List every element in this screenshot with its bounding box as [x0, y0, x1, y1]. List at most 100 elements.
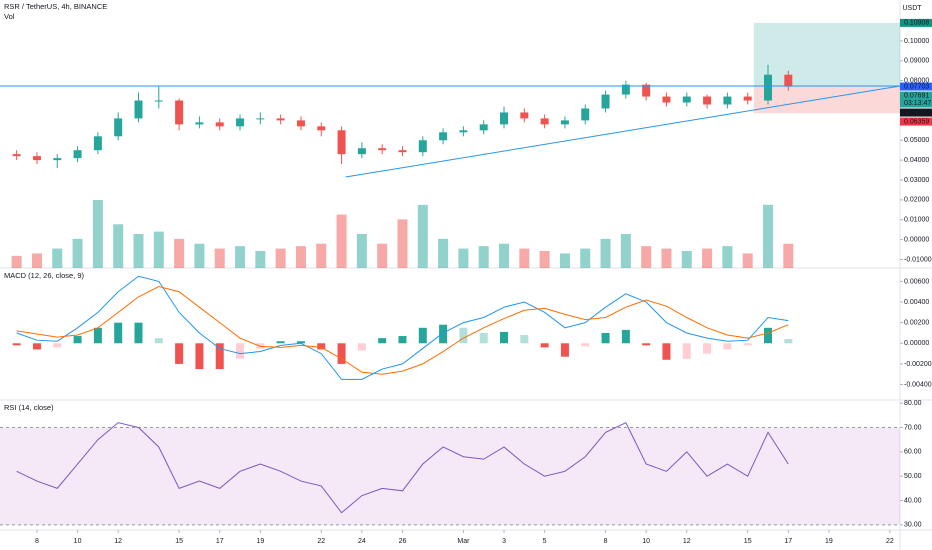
volume-bar [438, 238, 449, 268]
x-tick-label: 15 [175, 538, 183, 545]
volume-bar [11, 255, 22, 268]
candle-body [520, 112, 529, 119]
volume-bar [783, 243, 794, 268]
macd-histogram-bar [154, 338, 163, 344]
volume-bar [214, 248, 225, 268]
candle-body [73, 150, 82, 159]
candle-body [621, 84, 630, 95]
volume-bar [92, 200, 103, 268]
y-tick-label: 80.00 [904, 400, 922, 407]
volume-bar [72, 238, 83, 268]
volume-bar [295, 246, 306, 268]
macd-line [16, 286, 789, 375]
volume-bar [52, 248, 63, 268]
volume-bar [153, 231, 164, 268]
x-tick-label: 17 [784, 538, 792, 545]
volume-bar [539, 251, 550, 268]
y-tick-label: 0.03000 [904, 177, 929, 184]
price-label-bg [900, 117, 932, 126]
macd-histogram-bar [764, 327, 773, 344]
candle-body [317, 126, 326, 131]
trend-line [345, 85, 901, 178]
candle-body [236, 118, 245, 127]
volume-bar [478, 246, 489, 268]
macd-histogram-bar [93, 327, 102, 344]
macd-histogram-bar [398, 336, 407, 344]
x-tick-label: 5 [543, 538, 547, 545]
y-tick-label: -0.00200 [904, 361, 932, 368]
macd-histogram-bar [195, 343, 204, 370]
candle-body [32, 156, 41, 161]
macd-histogram-bar [479, 332, 488, 344]
price-label: 0.10908 [904, 20, 929, 27]
candle-body [479, 124, 488, 131]
macd-histogram-bar [581, 343, 590, 347]
volume-bar [742, 253, 753, 268]
macd-histogram-bar [540, 343, 549, 348]
candle-body [723, 96, 732, 105]
candle-body [703, 96, 712, 105]
y-tick-label: 60.00 [904, 449, 922, 456]
y-tick-label: 0.02000 [904, 197, 929, 204]
macd-histogram-bar [215, 343, 224, 370]
y-tick-label: 0.08000 [904, 78, 929, 85]
macd-histogram-bar [682, 343, 691, 359]
volume-bar [133, 234, 144, 268]
x-tick-label: 8 [35, 538, 39, 545]
macd-histogram-bar [317, 343, 326, 350]
candle-body [601, 94, 610, 109]
volume-bar [620, 234, 631, 268]
volume-bar [763, 204, 774, 268]
macd-histogram-bar [743, 343, 752, 346]
candle-body [53, 158, 62, 161]
price-label-bg [900, 82, 932, 91]
x-tick-label: 24 [358, 538, 366, 545]
candle-body [642, 84, 651, 97]
x-tick-label: 8 [604, 538, 608, 545]
rsi-band [0, 427, 900, 525]
macd-histogram-bar [134, 322, 143, 344]
candle-body [134, 100, 143, 119]
y-tick-label: -0.01000 [904, 256, 932, 263]
y-tick-label: 0.00400 [904, 299, 929, 306]
volume-title: Vol [4, 12, 15, 21]
volume-bar [722, 246, 733, 268]
macd-histogram-bar [114, 322, 123, 344]
volume-bar [519, 248, 530, 268]
candle-body [418, 140, 427, 153]
y-tick-label: 0.09000 [904, 58, 929, 65]
price-label: 0.07684 [904, 109, 929, 116]
candle-body [459, 130, 468, 133]
x-tick-label: 3 [502, 538, 506, 545]
candle-body [500, 112, 509, 125]
macd-histogram-bar [53, 343, 62, 348]
bar-countdown: 03:13:47 [904, 100, 931, 107]
x-tick-label: 26 [399, 538, 407, 545]
x-tick-label: 22 [317, 538, 325, 545]
macd-line [16, 275, 789, 380]
macd-histogram-bar [418, 327, 427, 344]
candle-body [357, 148, 366, 155]
candle-body [662, 96, 671, 103]
candle-body [378, 148, 387, 151]
candle-body [154, 100, 163, 102]
volume-bar [356, 234, 367, 268]
candle-body [682, 96, 691, 103]
x-tick-label: 15 [744, 538, 752, 545]
y-tick-label: 30.00 [904, 522, 922, 529]
candle-body [398, 150, 407, 153]
symbol-title: RSR / TetherUS, 4h, BINANCE [4, 2, 107, 11]
y-tick-label: 0.10000 [904, 38, 929, 45]
volume-bar [255, 251, 266, 268]
currency-unit: USDT [902, 5, 922, 12]
macd-histogram-bar [276, 341, 285, 344]
price-label-bg [900, 108, 932, 117]
volume-bar [113, 224, 124, 268]
macd-histogram-bar [500, 331, 509, 344]
macd-histogram-bar [337, 343, 346, 364]
y-tick-label: 40.00 [904, 497, 922, 504]
y-tick-label: 0.01000 [904, 217, 929, 224]
candle-body [296, 120, 305, 127]
